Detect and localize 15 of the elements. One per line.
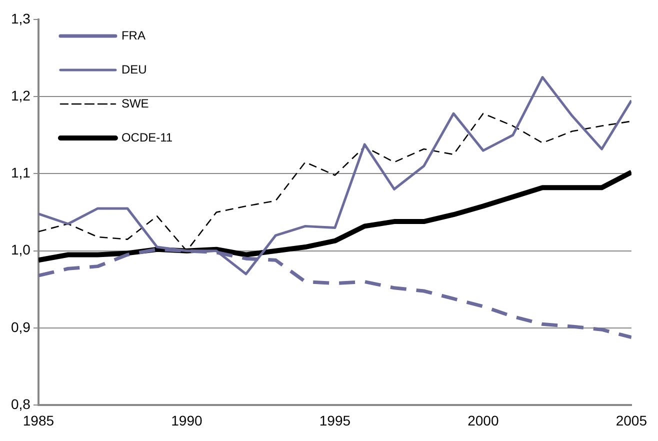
legend-label: OCDE-11 — [121, 130, 173, 144]
x-tick-label: 2000 — [468, 412, 499, 428]
y-tick-label: 1,0 — [10, 242, 31, 258]
x-tick-label: 2005 — [616, 412, 648, 428]
y-tick-label: 0,8 — [10, 396, 31, 412]
y-tick-label: 0,9 — [10, 318, 31, 335]
y-tick-label: 1,3 — [10, 10, 31, 26]
y-tick-label: 1,2 — [10, 87, 31, 104]
x-tick-label: 1985 — [22, 412, 54, 428]
legend-label: DEU — [121, 62, 147, 76]
legend-label: FRA — [121, 28, 146, 42]
y-tick-label: 1,1 — [10, 164, 31, 181]
legend-label: SWE — [121, 96, 149, 110]
x-tick-label: 1995 — [319, 412, 351, 428]
x-tick-label: 1990 — [171, 412, 202, 428]
